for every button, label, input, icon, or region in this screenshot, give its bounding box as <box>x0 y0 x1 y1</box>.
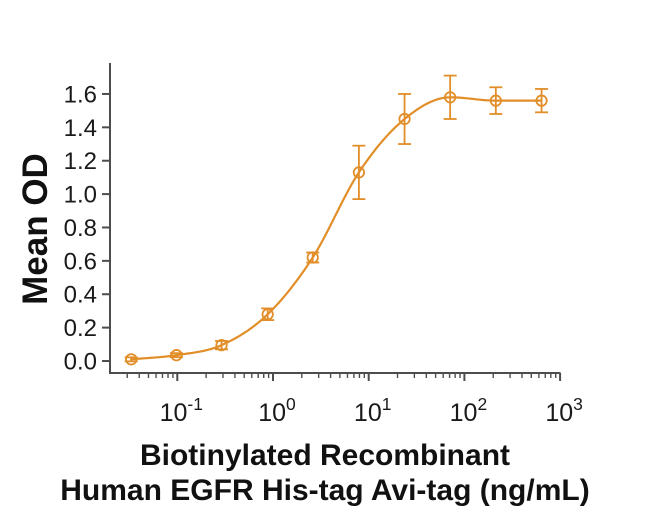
data-point-marker <box>125 353 138 366</box>
y-tick-label: 1.2 <box>64 148 97 175</box>
x-tick-label: 103 <box>545 394 583 427</box>
data-point-marker <box>444 91 457 104</box>
y-tick-label: 0.0 <box>64 349 97 376</box>
x-tick-label: 10-1 <box>160 394 203 427</box>
x-tick-label: 101 <box>354 394 392 427</box>
data-point-marker <box>489 94 502 107</box>
y-tick-label: 0.2 <box>64 315 97 342</box>
x-axis-title-line2: Human EGFR His-tag Avi-tag (ng/mL) <box>60 474 590 507</box>
data-point-marker <box>535 94 548 107</box>
data-point-marker <box>306 251 319 264</box>
data-point-marker <box>352 166 366 179</box>
x-tick-label: 102 <box>450 394 488 427</box>
data-point-marker <box>215 339 228 352</box>
y-tick-label: 1.0 <box>64 182 97 209</box>
y-tick-label: 0.6 <box>64 248 97 275</box>
y-tick-label: 0.8 <box>64 215 97 242</box>
y-axis-title: Mean OD <box>16 153 55 305</box>
x-axis-title-line1: Biotinylated Recombinant <box>139 439 511 472</box>
data-point-marker <box>261 308 274 321</box>
y-tick-label: 1.4 <box>64 115 97 142</box>
y-tick-label: 0.4 <box>64 282 97 309</box>
data-point-marker <box>170 349 183 362</box>
x-tick-label: 100 <box>258 394 296 427</box>
fit-curve <box>130 96 543 361</box>
data-point-marker <box>398 112 411 126</box>
y-tick-label: 1.6 <box>64 81 97 108</box>
x-axis-title: Biotinylated Recombinant Human EGFR His-… <box>0 438 650 508</box>
